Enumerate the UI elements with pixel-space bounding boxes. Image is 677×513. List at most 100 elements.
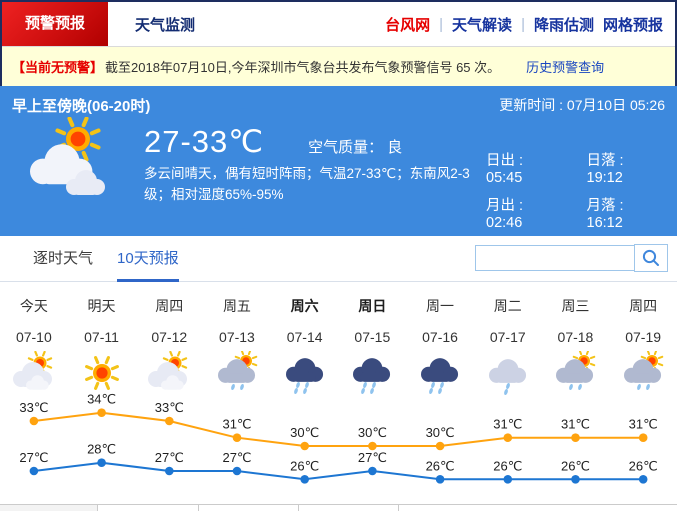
temp-label: 31℃ [222,417,251,432]
drizzle-icon [488,359,526,395]
raindrop-glyph [438,388,442,394]
nav-tab-weather-monitor[interactable]: 天气监测 [135,16,196,34]
temp-point [97,408,106,417]
nav-separator: | [439,15,444,33]
temp-row: 27-33℃ 空气质量： 良 [144,124,486,160]
alert-status: 【当前无预警】 [12,60,104,75]
forecast-day-column[interactable]: 周一 07-16 [406,296,474,397]
raindrop-glyph [431,382,435,388]
temperature-chart: 33℃ 34℃ 33℃ 31℃ 30℃ 30℃ 30℃ 31℃ 31℃ 31℃ 27℃ 28℃ 27℃ 2… [0,392,677,504]
nav-link[interactable]: 天气解读 [452,16,513,34]
rain-icon [338,351,406,397]
sun-shower-icon [609,351,677,397]
temp-label: 26℃ [426,458,455,473]
date-label: 07-18 [557,329,594,345]
cloud-glyph [161,375,184,390]
cloud-glyph [30,144,93,185]
astro-time: 月落 : 16:12 [586,198,624,231]
day-label: 明天 [87,298,116,314]
forecast-day-column[interactable]: 周五 07-13 [203,296,271,397]
astro-time: 日落 : 19:12 [586,153,624,186]
cloud-glyph [488,359,526,383]
temp-label: 31℃ [493,417,522,432]
cloud-glyph [66,170,105,195]
nav-link[interactable]: 降雨估测 [533,16,594,34]
raindrop-glyph [293,388,298,394]
temp-label: 30℃ [290,425,319,440]
main-nav: 预警预报 天气监测 台风网 | 天气解读 | 降雨估测 网格预报 [2,2,675,46]
temp-label: 26℃ [629,458,658,473]
astro-time: 月出 : 02:46 [486,198,524,231]
temp-label: 26℃ [290,458,319,473]
temp-point [29,416,39,426]
raindrop-glyph [440,382,444,388]
nav-link[interactable]: 网格预报 [602,16,663,34]
temperature-range: 27-33℃ [144,124,265,159]
raindrop-glyph [240,384,244,390]
tab-hourly-weather[interactable]: 逐时天气 [33,249,94,267]
sun-shower-icon [624,351,664,390]
temp-label: 33℃ [155,400,184,415]
forecast-day-column[interactable]: 周六 07-14 [271,296,339,397]
temp-label: 27℃ [222,450,251,465]
cloudy-sun-icon [135,351,203,397]
sun-shower-icon [542,351,610,397]
date-label: 07-14 [286,329,323,345]
rain-icon [421,358,459,394]
temp-label: 26℃ [493,458,522,473]
temp-point [638,475,648,484]
temp-label: 27℃ [19,450,48,465]
raindrop-glyph [295,382,300,388]
raindrop-glyph [363,382,368,388]
sun-glyph [55,116,101,162]
next-table-label-cell [0,505,97,511]
history-warning-link[interactable]: 历史预警查询 [526,60,605,75]
search-button[interactable] [634,244,668,272]
raindrop-glyph [370,388,375,394]
cloud-glyph [624,359,662,383]
cloud-glyph [217,359,255,383]
date-label: 07-19 [625,329,662,345]
update-time: 更新时间 : 07月10日 05:26 [499,97,665,113]
day-label: 周四 [155,298,184,314]
day-label: 周二 [493,298,522,314]
temp-point [435,441,445,451]
forecast-tabbar: 逐时天气 10天预报 [0,236,677,282]
day-label: 周六 [290,298,319,314]
nav-tab-warning-forecast[interactable]: 预警预报 [2,2,108,46]
cloud-glyph [25,375,49,390]
rain-icon [406,351,474,397]
forecast-day-column[interactable]: 周四 07-12 [135,296,203,397]
raindrop-glyph [646,384,651,390]
cloudy-sun-big-icon [30,116,105,195]
date-label: 07-11 [84,329,119,345]
temp-point [503,475,513,484]
alert-text: 截至2018年07月10日,今年深圳市气象台共发布气象预警信号 65 次。 [105,60,501,75]
search-input[interactable] [475,245,635,271]
temp-label: 33℃ [19,400,48,415]
day-label: 周日 [358,298,387,314]
nav-separator: | [521,15,525,33]
ten-day-forecast: 今天 07-10 明天 07-11 周四 07-12 周五 07-13 周六 0… [0,282,677,395]
day-label: 周四 [629,298,658,314]
temp-point [503,433,513,442]
temp-point [165,466,174,476]
rain-icon [285,358,323,394]
temp-point [368,441,377,451]
tab-ten-day-forecast[interactable]: 10天预报 [117,236,179,282]
search-box [475,244,668,272]
forecast-day-column[interactable]: 周日 07-15 [338,296,406,397]
forecast-day-column[interactable]: 周二 07-17 [474,296,542,397]
forecast-day-column[interactable]: 明天 07-11 [68,296,136,397]
day-label: 周五 [222,298,251,314]
forecast-day-column[interactable]: 周四 07-19 [609,296,677,397]
sun-shower-icon [556,351,596,390]
top-frame: 预警预报 天气监测 台风网 | 天气解读 | 降雨估测 网格预报 【当前无预警】 截至20… [0,0,677,86]
temp-line [33,461,644,481]
alert-bar: 【当前无预警】 截至2018年07月10日,今年深圳市气象台共发布气象预警信号 … [2,46,675,86]
temp-point [29,466,39,476]
forecast-day-column[interactable]: 今天 07-10 [0,296,68,397]
forecast-day-column[interactable]: 周三 07-18 [542,296,610,397]
nav-link[interactable]: 台风网 [385,16,431,34]
